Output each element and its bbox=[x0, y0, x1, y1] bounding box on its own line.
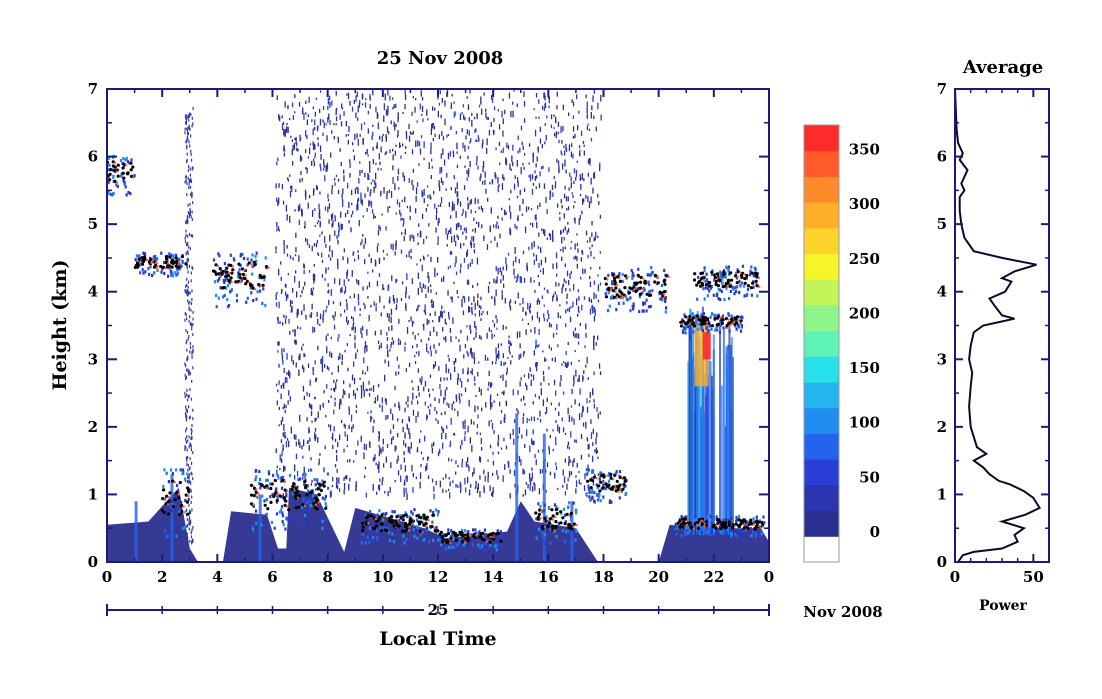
average-power-line bbox=[955, 89, 1042, 562]
date-axis-day-label: 25 bbox=[428, 601, 449, 619]
average-y-tick-label: 7 bbox=[937, 80, 947, 98]
colorbar-tick-label: 50 bbox=[859, 468, 880, 486]
colorbar: 0 50 100 150 200 250 300 350 bbox=[803, 124, 880, 563]
y-tick-label: 0 bbox=[88, 553, 98, 571]
cloud-layer bbox=[133, 251, 189, 278]
noise-speckle bbox=[184, 89, 602, 545]
cloud-layers bbox=[107, 154, 766, 552]
cloud-layer bbox=[585, 468, 628, 504]
heatmap-plot-area bbox=[107, 89, 769, 562]
colorbar-tick-label: 350 bbox=[849, 141, 880, 159]
colorbar-segment bbox=[804, 484, 839, 512]
y-tick-label: 2 bbox=[88, 418, 98, 436]
cloud-layer bbox=[534, 501, 578, 545]
colorbar-segment bbox=[804, 433, 839, 460]
colorbar-segment bbox=[804, 253, 839, 280]
colorbar-tick-label: 100 bbox=[849, 414, 880, 432]
colorbar-tick-label: 200 bbox=[849, 305, 880, 323]
average-plot-frame bbox=[954, 88, 1050, 563]
x-tick-label: 4 bbox=[212, 568, 222, 586]
colorbar-segment bbox=[804, 356, 839, 383]
cloud-layer bbox=[674, 514, 766, 538]
average-profile-plot bbox=[955, 89, 1042, 562]
average-y-tick-label: 6 bbox=[937, 148, 947, 166]
colorbar-segment bbox=[804, 459, 839, 486]
boundary-layer-band bbox=[107, 413, 769, 562]
average-y-tick-label: 2 bbox=[937, 418, 947, 436]
chart-title: 25 Nov 2008 bbox=[377, 48, 504, 69]
y-tick-label: 4 bbox=[88, 283, 98, 301]
colorbar-tick-label: 0 bbox=[870, 523, 880, 541]
x-tick-label: 18 bbox=[593, 568, 614, 586]
cloud-layer bbox=[211, 251, 270, 309]
cloud-layer bbox=[679, 312, 744, 335]
average-y-tick-label: 0 bbox=[937, 553, 947, 571]
x-tick-label: 8 bbox=[322, 568, 332, 586]
average-axes: 0 1 2 3 4 5 6 7 0 50 bbox=[937, 80, 1049, 586]
x-tick-label: 12 bbox=[428, 568, 449, 586]
cloud-layer bbox=[438, 528, 503, 552]
colorbar-segment bbox=[804, 510, 839, 537]
x-tick-label: 10 bbox=[372, 568, 393, 586]
average-x-tick-label: 0 bbox=[950, 568, 960, 586]
x-tick-label: 6 bbox=[267, 568, 277, 586]
x-tick-label: 0 bbox=[764, 568, 774, 586]
colorbar-segment bbox=[804, 176, 839, 203]
date-axis bbox=[106, 600, 770, 618]
average-y-tick-label: 4 bbox=[937, 283, 947, 301]
rain-shaft bbox=[687, 306, 734, 535]
cloud-layer bbox=[249, 468, 330, 532]
x-tick-label: 2 bbox=[157, 568, 167, 586]
cloud-layer bbox=[107, 154, 136, 197]
y-tick-label: 5 bbox=[88, 215, 98, 233]
average-x-tick-label: 50 bbox=[1023, 568, 1044, 586]
average-panel-title: Average bbox=[962, 57, 1043, 78]
colorbar-tick-label: 150 bbox=[849, 359, 880, 377]
y-axis-label: Height (km) bbox=[49, 260, 71, 391]
average-y-tick-label: 5 bbox=[937, 215, 947, 233]
cloud-layer bbox=[692, 264, 761, 302]
x-tick-label: 22 bbox=[703, 568, 724, 586]
y-tick-label: 7 bbox=[88, 80, 98, 98]
x-axis-label: Local Time bbox=[379, 628, 496, 650]
x-tick-label: 0 bbox=[102, 568, 112, 586]
x-tick-label: 16 bbox=[538, 568, 559, 586]
x-tick-label: 14 bbox=[483, 568, 504, 586]
colorbar-segment bbox=[804, 304, 839, 332]
colorbar-tick-label: 250 bbox=[849, 250, 880, 268]
colorbar-segment bbox=[804, 536, 839, 563]
x-tick-label: 20 bbox=[648, 568, 669, 586]
average-x-axis-label: Power bbox=[979, 598, 1027, 614]
average-y-tick-label: 3 bbox=[937, 350, 947, 368]
colorbar-segment bbox=[804, 125, 839, 152]
colorbar-segment bbox=[804, 202, 839, 229]
cloud-layer bbox=[360, 508, 440, 545]
colorbar-segment bbox=[804, 150, 839, 177]
colorbar-tick-label: 300 bbox=[849, 195, 880, 213]
cloud-layer bbox=[603, 266, 670, 314]
cloud-layer bbox=[160, 468, 192, 538]
colorbar-segment bbox=[804, 407, 839, 434]
y-tick-label: 1 bbox=[88, 485, 98, 503]
colorbar-segment bbox=[804, 330, 839, 357]
y-tick-label: 6 bbox=[88, 148, 98, 166]
colorbar-segment bbox=[804, 382, 839, 409]
main-plot-frame bbox=[106, 88, 770, 563]
date-axis-month-label: Nov 2008 bbox=[803, 603, 882, 621]
y-tick-label: 3 bbox=[88, 350, 98, 368]
average-y-tick-label: 1 bbox=[937, 485, 947, 503]
colorbar-segment bbox=[804, 227, 839, 254]
colorbar-segment bbox=[804, 279, 839, 306]
